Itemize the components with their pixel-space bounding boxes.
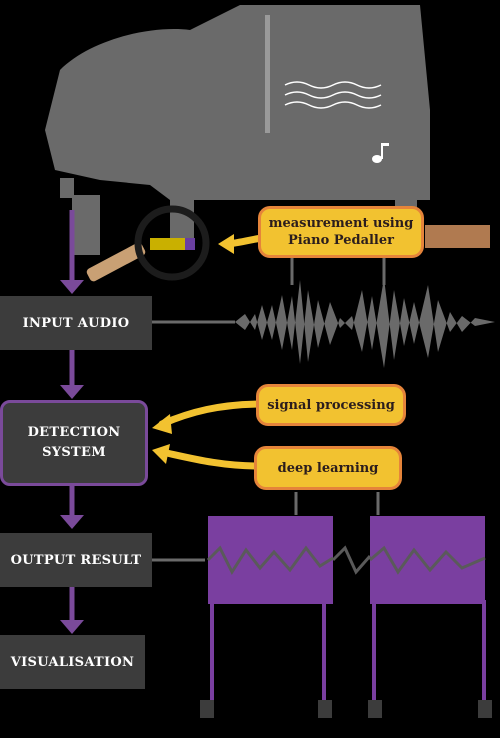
output-waveform bbox=[200, 516, 492, 718]
input-waveform bbox=[235, 278, 495, 368]
measurement-line1: measurement using bbox=[268, 216, 414, 231]
music-note-icon bbox=[372, 143, 389, 163]
input-audio-label: INPUT AUDIO bbox=[22, 315, 130, 331]
output-result-box: OUTPUT RESULT bbox=[0, 533, 152, 587]
grand-piano-icon bbox=[45, 5, 430, 255]
detection-system-box: DETECTION SYSTEM bbox=[0, 400, 148, 486]
signal-processing-label: signal processing bbox=[267, 397, 395, 413]
deep-learning-box: deep learning bbox=[254, 446, 402, 490]
measurement-label-box: measurement using Piano Pedaller bbox=[258, 206, 424, 258]
visualisation-box: VISUALISATION bbox=[0, 635, 145, 689]
flow-connectors bbox=[60, 210, 84, 634]
output-result-label: OUTPUT RESULT bbox=[10, 552, 142, 568]
label-arrows bbox=[158, 234, 266, 470]
detection-label-line2: SYSTEM bbox=[42, 445, 106, 460]
deep-learning-label: deep learning bbox=[277, 460, 379, 476]
detection-label-line1: DETECTION bbox=[27, 425, 121, 440]
label-connectors bbox=[152, 255, 386, 562]
input-audio-box: INPUT AUDIO bbox=[0, 296, 152, 350]
magnifier-icon bbox=[86, 205, 210, 282]
music-score-icon bbox=[284, 81, 382, 109]
label-arrowheads bbox=[152, 234, 234, 464]
signal-processing-box: signal processing bbox=[256, 384, 406, 426]
visualisation-label: VISUALISATION bbox=[10, 654, 135, 670]
pedaller-arrow-icon bbox=[425, 225, 490, 248]
measurement-line2: Piano Pedaller bbox=[288, 233, 394, 248]
